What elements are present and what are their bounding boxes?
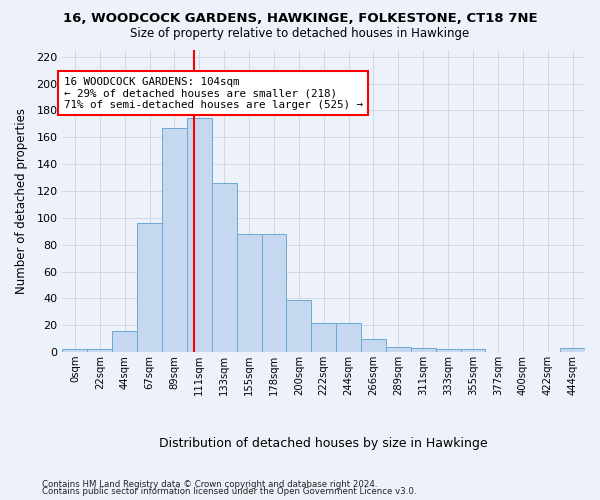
Bar [361,339,386,352]
Bar [137,224,162,352]
Y-axis label: Number of detached properties: Number of detached properties [15,108,28,294]
Bar [436,350,461,352]
Bar [461,350,485,352]
Bar [286,300,311,352]
Bar [236,234,262,352]
Text: Contains HM Land Registry data © Crown copyright and database right 2024.: Contains HM Land Registry data © Crown c… [42,480,377,489]
Text: 16 WOODCOCK GARDENS: 104sqm
← 29% of detached houses are smaller (218)
71% of se: 16 WOODCOCK GARDENS: 104sqm ← 29% of det… [64,77,362,110]
Text: Size of property relative to detached houses in Hawkinge: Size of property relative to detached ho… [130,28,470,40]
Bar [411,348,436,352]
Bar [560,348,585,352]
X-axis label: Distribution of detached houses by size in Hawkinge: Distribution of detached houses by size … [160,437,488,450]
Text: Contains public sector information licensed under the Open Government Licence v3: Contains public sector information licen… [42,488,416,496]
Bar [386,347,411,352]
Bar [262,234,286,352]
Bar [187,118,212,352]
Text: 16, WOODCOCK GARDENS, HAWKINGE, FOLKESTONE, CT18 7NE: 16, WOODCOCK GARDENS, HAWKINGE, FOLKESTO… [62,12,538,26]
Bar [311,322,336,352]
Bar [162,128,187,352]
Bar [62,350,88,352]
Bar [212,183,236,352]
Bar [112,330,137,352]
Bar [88,350,112,352]
Bar [336,322,361,352]
